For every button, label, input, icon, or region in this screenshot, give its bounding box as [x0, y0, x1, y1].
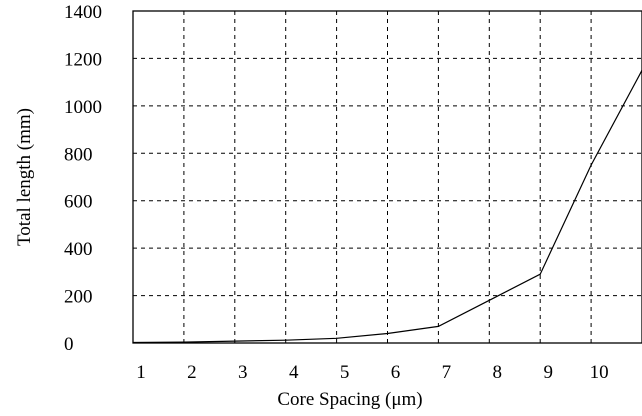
- x-tick-label: 7: [442, 362, 452, 383]
- y-tick-label: 1400: [64, 2, 102, 23]
- x-tick-label: 6: [391, 362, 401, 383]
- data-point: [590, 164, 592, 166]
- x-tick-label: 1: [136, 362, 146, 383]
- y-axis-ticks: 0 200 400 600 800 1000 1200 1400: [64, 2, 102, 355]
- x-axis-label: Core Spacing (μm): [277, 389, 422, 410]
- y-axis-label: Total length (mm): [14, 108, 35, 246]
- plot-frame: [132, 10, 642, 344]
- x-tick-label: 4: [289, 362, 299, 383]
- data-point: [183, 341, 185, 343]
- data-point: [132, 341, 134, 344]
- data-point: [488, 299, 490, 301]
- x-tick-label: 3: [238, 362, 248, 383]
- x-tick-label: 8: [493, 362, 503, 383]
- y-tick-label: 800: [64, 144, 93, 165]
- x-tick-label: 10: [590, 362, 609, 383]
- x-tick-label: 5: [340, 362, 350, 383]
- data-point: [437, 325, 439, 327]
- data-point: [336, 337, 338, 339]
- data-point: [386, 332, 389, 335]
- y-tick-label: 200: [64, 287, 93, 308]
- y-tick-label: 1000: [64, 97, 102, 118]
- x-tick-label: 2: [187, 362, 197, 383]
- y-tick-label: 0: [64, 334, 74, 355]
- y-tick-label: 1200: [64, 49, 102, 70]
- series-points: [132, 69, 642, 344]
- y-tick-label: 600: [64, 192, 93, 213]
- data-point: [234, 340, 236, 342]
- data-point: [539, 273, 541, 275]
- grid-lines: [133, 11, 642, 343]
- y-tick-label: 400: [64, 239, 93, 260]
- x-tick-label: 9: [543, 362, 553, 383]
- x-axis-ticks: 1 2 3 4 5 6 7 8 9 10: [136, 362, 608, 383]
- data-point: [285, 339, 287, 341]
